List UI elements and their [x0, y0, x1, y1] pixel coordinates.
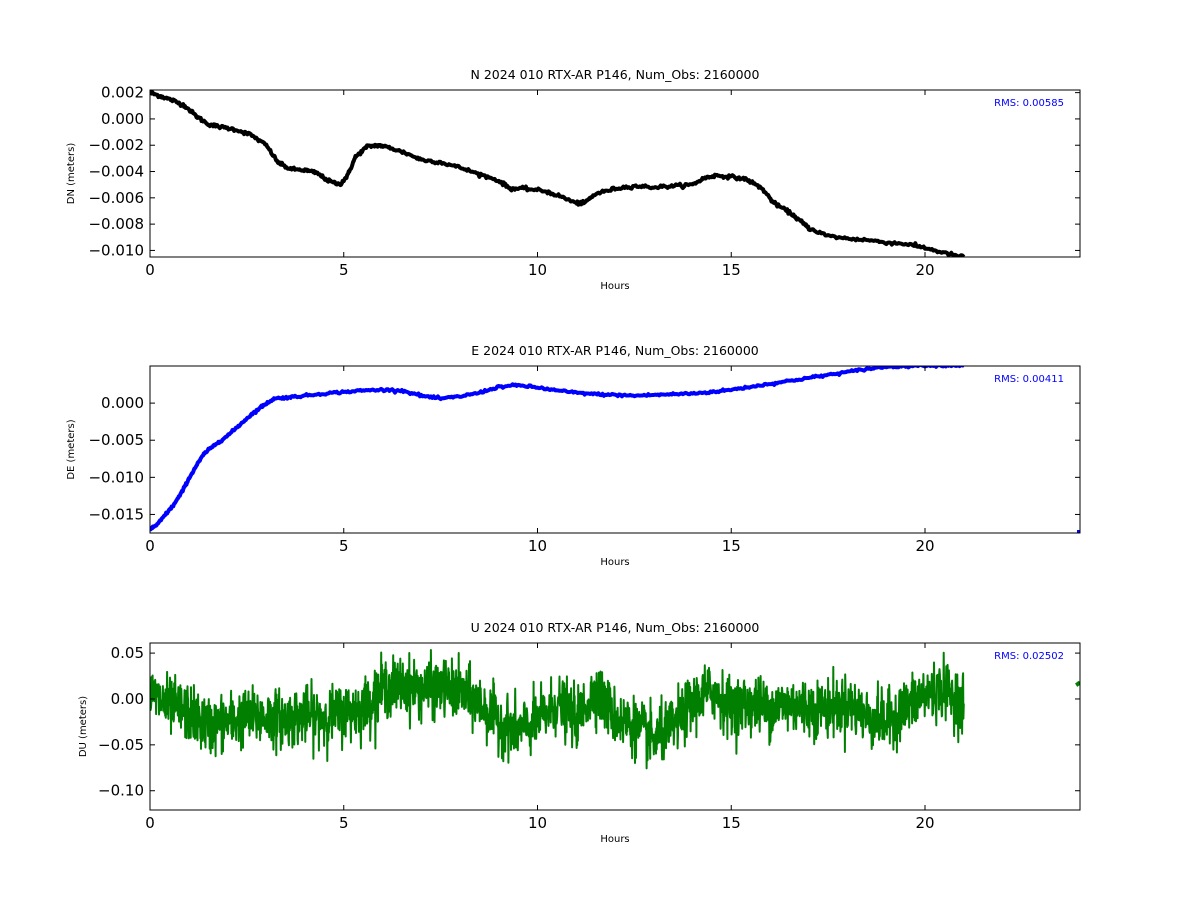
y-axis-label: DN (meters)	[66, 143, 77, 205]
y-tick-label: −0.005	[88, 431, 144, 449]
x-tick-label: 15	[722, 814, 741, 832]
x-tick-label: 0	[145, 261, 155, 279]
subplot-title: E 2024 010 RTX-AR P146, Num_Obs: 2160000	[471, 343, 759, 358]
x-tick-label: 20	[915, 814, 934, 832]
x-tick-label: 15	[722, 537, 741, 555]
y-tick-label: −0.010	[88, 468, 144, 486]
series-point	[1077, 530, 1080, 533]
y-tick-label: −0.05	[98, 736, 144, 754]
subplot-title: U 2024 010 RTX-AR P146, Num_Obs: 2160000	[471, 620, 760, 635]
axes-frame	[149, 365, 1081, 534]
y-axis-label: DE (meters)	[66, 419, 77, 479]
x-tick-label: 5	[339, 537, 349, 555]
x-tick-label: 20	[915, 537, 934, 555]
axes-frame	[149, 642, 1081, 811]
series-line-1	[150, 366, 965, 532]
y-tick-label: −0.006	[88, 189, 144, 207]
y-tick-label: 0.05	[111, 644, 144, 662]
series-line-1	[150, 90, 966, 257]
series-line-1	[150, 649, 965, 770]
x-tick-label: 15	[722, 261, 741, 279]
y-tick-label: −0.010	[88, 241, 144, 259]
x-axis-label: Hours	[600, 557, 629, 568]
x-tick-label: 0	[145, 537, 155, 555]
y-tick-label: −0.015	[88, 505, 144, 523]
subplot-2: E 2024 010 RTX-AR P146, Num_Obs: 2160000…	[66, 343, 1081, 568]
x-tick-label: 10	[528, 537, 547, 555]
y-tick-label: −0.008	[88, 215, 144, 233]
x-axis-label: Hours	[600, 834, 629, 845]
series-line-2	[1074, 680, 1080, 687]
y-tick-label: −0.002	[88, 136, 144, 154]
x-tick-label: 0	[145, 814, 155, 832]
rms-annotation: RMS: 0.00585	[994, 98, 1064, 109]
subplot-1: N 2024 010 RTX-AR P146, Num_Obs: 2160000…	[66, 67, 1081, 292]
x-tick-label: 10	[528, 261, 547, 279]
y-tick-label: 0.00	[111, 690, 144, 708]
rms-annotation: RMS: 0.02502	[994, 651, 1064, 662]
y-tick-label: 0.000	[101, 110, 144, 128]
y-axis-label: DU (meters)	[78, 696, 89, 757]
y-tick-label: −0.10	[98, 782, 144, 800]
x-axis-label: Hours	[600, 281, 629, 292]
y-tick-label: −0.004	[88, 163, 144, 181]
subplot-title: N 2024 010 RTX-AR P146, Num_Obs: 2160000	[471, 67, 760, 82]
y-tick-label: 0.002	[101, 84, 144, 102]
x-tick-label: 5	[339, 814, 349, 832]
y-tick-label: 0.000	[101, 394, 144, 412]
x-tick-label: 20	[915, 261, 934, 279]
x-tick-label: 10	[528, 814, 547, 832]
x-tick-label: 5	[339, 261, 349, 279]
axes-frame	[149, 89, 1081, 258]
subplot-3: U 2024 010 RTX-AR P146, Num_Obs: 2160000…	[78, 620, 1081, 845]
rms-annotation: RMS: 0.00411	[994, 374, 1064, 385]
